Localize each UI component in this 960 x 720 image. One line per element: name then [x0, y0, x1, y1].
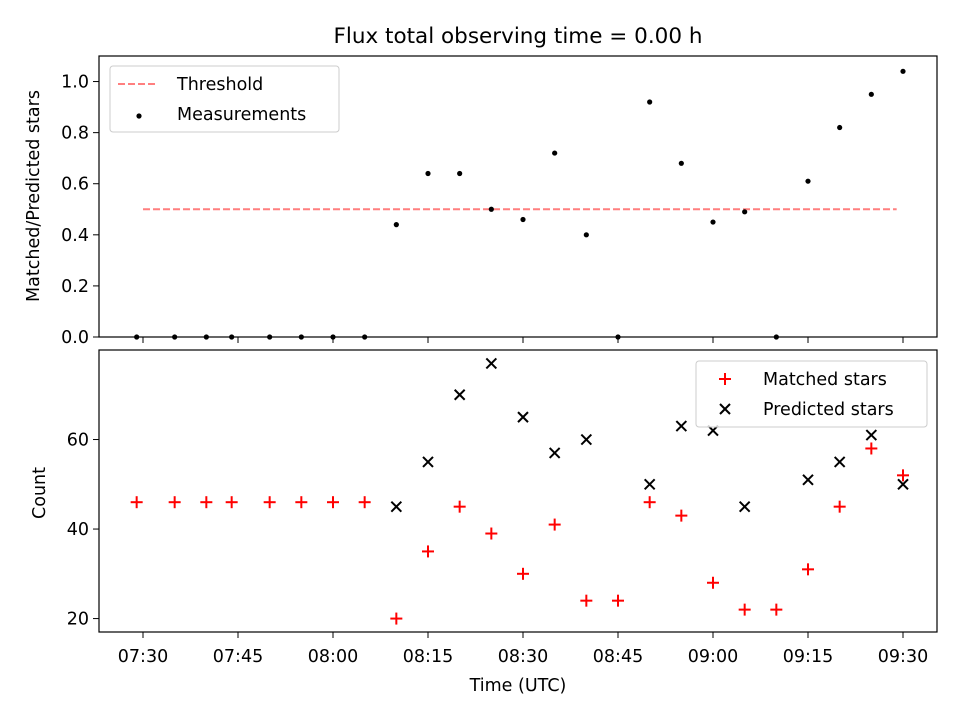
matched-star-point [200, 496, 213, 509]
bottom-x-tick-label: 07:30 [118, 647, 168, 667]
bottom-x-tick-label: 08:00 [308, 647, 358, 667]
bottom-axes-frame [98, 349, 938, 633]
bottom-x-tick-label: 09:30 [878, 647, 928, 667]
measurement-point [552, 150, 558, 156]
top-legend: Threshold Measurements [109, 65, 340, 133]
predicted-star-point [802, 474, 814, 486]
top-y-tick-label: 0.8 [61, 124, 89, 144]
bottom-y-tick-label: 20 [67, 610, 89, 630]
top-y-axis-label: Matched/Predicted stars [24, 90, 44, 302]
top-y-tick-label: 0.0 [61, 328, 89, 348]
measurement-point [805, 178, 811, 184]
matched-star-point [358, 496, 371, 509]
predicted-star-point [517, 411, 529, 423]
matched-star-point [770, 603, 783, 616]
bottom-x-tick-label: 08:30 [498, 647, 548, 667]
top-legend-box [109, 65, 340, 133]
predicted-star-point [548, 447, 561, 459]
matched-star-point [612, 594, 624, 607]
measurement-point [678, 160, 684, 166]
bottom-y-axis-label: Count [30, 467, 50, 519]
matched-star-point [548, 518, 561, 531]
measurement-point [868, 91, 874, 97]
bottom-x-tick-label: 09:15 [783, 647, 833, 667]
matched-star-point [422, 545, 434, 558]
bottom-legend-box [695, 360, 928, 428]
measurement-point [710, 219, 716, 225]
matched-star-point [295, 496, 308, 509]
matched-star-point [802, 563, 814, 576]
legend-predicted-swatch [719, 403, 731, 415]
matched-star-point [675, 509, 688, 522]
matched-star-point [263, 496, 276, 509]
predicted-star-point [675, 420, 688, 432]
matched-star-point [707, 576, 719, 589]
matched-star-point [643, 496, 656, 509]
matched-star-point [225, 496, 238, 509]
bottom-marks [130, 357, 909, 625]
predicted-star-point [422, 456, 434, 468]
bottom-x-tick-label: 09:00 [688, 647, 738, 667]
predicted-star-point [865, 429, 878, 441]
matched-star-point [485, 527, 498, 540]
matched-star-point [517, 567, 529, 580]
measurement-point [488, 206, 494, 212]
legend-matched-label: Matched stars [763, 370, 887, 390]
matched-star-point [453, 500, 466, 513]
top-y-tick-label: 1.0 [61, 73, 89, 93]
top-plot: 0.0 0.2 0.4 0.6 0.8 1.0 Matched/Predicted sta… [24, 55, 938, 348]
predicted-star-point [580, 433, 593, 446]
bottom-x-tick-label: 07:45 [213, 647, 263, 667]
bottom-legend: Matched stars Predicted stars [695, 360, 928, 428]
top-y-ticks: 0.0 0.2 0.4 0.6 0.8 1.0 [61, 73, 99, 348]
predicted-star-point [643, 478, 656, 490]
measurement-point [425, 170, 431, 177]
measurement-point [393, 222, 399, 228]
matched-star-point [390, 612, 403, 625]
predicted-star-point [897, 478, 909, 490]
matched-star-point [897, 469, 909, 482]
measurement-point [900, 68, 906, 74]
top-axes-frame [98, 55, 938, 338]
bottom-y-ticks: 20 40 60 [67, 431, 99, 630]
matched-star-point [580, 594, 593, 607]
predicted-star-point [485, 357, 498, 370]
matched-star-point [130, 496, 143, 509]
measurement-point [520, 216, 526, 223]
matched-star-point [865, 442, 878, 455]
matched-star-point [327, 496, 339, 509]
measurement-point [647, 99, 653, 105]
legend-predicted-label: Predicted stars [763, 400, 894, 420]
matched-star-point [833, 500, 846, 513]
bottom-y-tick-label: 60 [67, 431, 89, 451]
measurement-point [583, 232, 589, 238]
measurement-point [837, 124, 843, 131]
legend-measurements-swatch [136, 113, 142, 119]
predicted-star-point [833, 456, 846, 468]
bottom-x-axis-label: Time (UTC) [469, 676, 567, 696]
predicted-star-point [453, 389, 466, 401]
top-y-tick-label: 0.4 [61, 226, 89, 246]
measurement-point [457, 170, 463, 177]
top-x-ticks [142, 337, 904, 343]
top-y-tick-label: 0.6 [61, 175, 89, 195]
legend-threshold-label: Threshold [176, 75, 263, 95]
legend-measurements-label: Measurements [177, 105, 306, 125]
bottom-x-ticks: 07:30 07:45 08:00 08:15 08:30 08:45 09:00 09:15… [118, 632, 928, 667]
bottom-x-tick-label: 08:45 [593, 647, 643, 667]
matched-star-point [738, 603, 751, 616]
legend-matched-swatch [719, 373, 731, 385]
bottom-x-tick-label: 08:15 [403, 647, 453, 667]
measurement-point [742, 209, 748, 215]
predicted-star-point [390, 500, 403, 513]
bottom-y-tick-label: 40 [67, 520, 89, 540]
top-chart-title: Flux total observing time = 0.00 h [334, 24, 703, 49]
predicted-star-point [738, 500, 751, 513]
top-y-tick-label: 0.2 [61, 277, 89, 297]
matched-star-point [168, 496, 181, 509]
bottom-plot: 20 40 60 07:30 07:45 08:00 08:15 08:30 08:45 09:… [30, 349, 938, 696]
